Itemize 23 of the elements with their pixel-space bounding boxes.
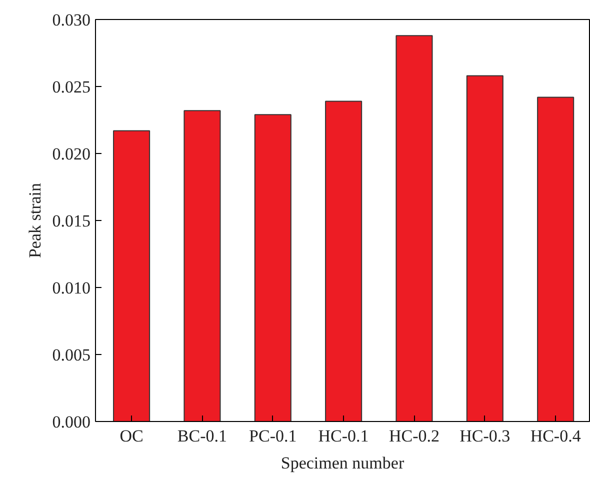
y-tick-label: 0.015 [52, 212, 90, 230]
bar [325, 100, 362, 422]
bar [113, 130, 150, 422]
x-tick-label: PC-0.1 [249, 426, 297, 446]
x-tick-label: HC-0.3 [460, 426, 510, 446]
bar [254, 114, 292, 422]
bar [466, 75, 504, 422]
x-tick-label: HC-0.4 [530, 426, 582, 446]
x-tick-label: OC [120, 426, 144, 446]
x-tick-label: HC-0.2 [388, 426, 440, 446]
y-tick-label: 0.010 [52, 278, 90, 298]
y-axis-title: Peak strain [25, 182, 44, 258]
bar [396, 35, 433, 422]
bar [537, 96, 574, 422]
y-tick-label: 0.025 [52, 78, 90, 96]
bar [184, 110, 221, 422]
x-tick-label: BC-0.1 [177, 426, 228, 446]
x-tick-label: HC-0.1 [318, 426, 369, 446]
x-axis-title: Specimen number [280, 454, 404, 472]
y-tick-label: 0.005 [52, 346, 90, 364]
y-tick-label: 0.020 [52, 144, 90, 164]
y-tick-label: 0.030 [52, 10, 90, 30]
y-tick-label: 0.000 [52, 412, 90, 432]
